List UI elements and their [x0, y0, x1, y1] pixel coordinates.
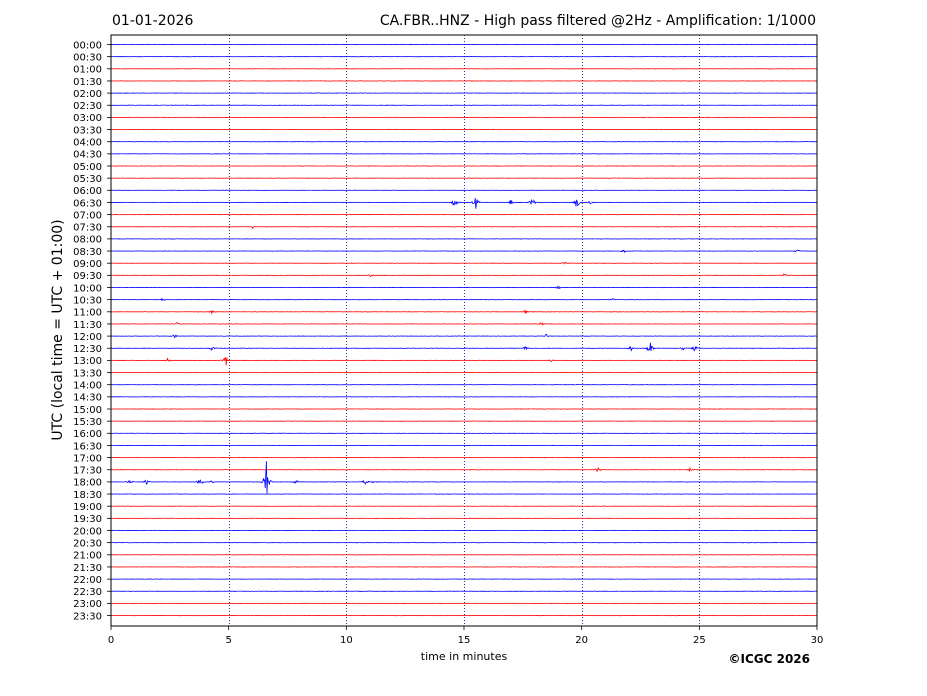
y-tick-label: 14:00 [73, 381, 102, 392]
y-axis-label: UTC (local time = UTC + 01:00) [50, 219, 66, 440]
chart-title: CA.FBR..HNZ - High pass filtered @2Hz - … [380, 13, 816, 29]
trace-line [110, 297, 817, 302]
y-tick-label: 23:30 [73, 611, 102, 622]
trace-line [110, 333, 817, 339]
x-axis-label: time in minutes [421, 650, 508, 663]
y-tick-label: 14:30 [73, 393, 102, 404]
y-tick-label: 11:30 [73, 320, 102, 331]
x-tick-label: 30 [811, 635, 824, 646]
copyright-label: ©ICGC 2026 [728, 652, 810, 666]
y-tick-label: 19:30 [73, 514, 102, 525]
y-tick-label: 15:30 [73, 417, 102, 428]
x-tick-label: 15 [458, 635, 471, 646]
y-tick-label: 05:00 [73, 162, 102, 173]
y-tick-label: 11:00 [73, 308, 102, 319]
y-tick-label: 12:00 [73, 332, 102, 343]
y-tick-label: 17:30 [73, 466, 102, 477]
y-tick-label: 16:00 [73, 429, 102, 440]
trace-line [110, 261, 817, 265]
y-tick-label: 15:00 [73, 405, 102, 416]
y-tick-label: 04:30 [73, 150, 102, 161]
y-tick-label: 01:00 [73, 65, 102, 76]
y-tick-label: 23:00 [73, 599, 102, 610]
vertical-gridlines [229, 35, 700, 626]
y-tick-label: 13:00 [73, 356, 102, 367]
y-tick-label: 07:00 [73, 210, 102, 221]
x-tick-label: 25 [693, 635, 706, 646]
trace-line [110, 466, 817, 473]
y-tick-label: 21:00 [73, 551, 102, 562]
y-tick-label: 02:00 [73, 89, 102, 100]
y-tick-label: 12:30 [73, 344, 102, 355]
y-tick-label: 08:00 [73, 235, 102, 246]
trace-line [110, 273, 817, 278]
seismic-traces [110, 43, 817, 617]
y-tick-label: 08:30 [73, 247, 102, 258]
y-tick-label: 20:30 [73, 538, 102, 549]
trace-line [110, 284, 817, 290]
trace-line [110, 321, 817, 326]
y-tick-label: 07:30 [73, 223, 102, 234]
trace-line [110, 249, 817, 253]
trace-line [110, 357, 817, 366]
y-tick-label: 18:00 [73, 478, 102, 489]
y-tick-label: 04:00 [73, 138, 102, 149]
y-tick-label: 03:30 [73, 125, 102, 136]
y-tick-label: 22:00 [73, 575, 102, 586]
y-tick-label: 00:00 [73, 40, 102, 51]
trace-line [110, 309, 817, 315]
x-tick-label: 20 [575, 635, 588, 646]
y-tick-label: 06:30 [73, 198, 102, 209]
trace-line [110, 197, 817, 209]
x-tick-labels: 0 5 10 15 20 25 30 [108, 626, 824, 646]
y-tick-label: 10:30 [73, 295, 102, 306]
y-tick-label: 10:00 [73, 283, 102, 294]
trace-line [110, 342, 817, 352]
x-tick-label: 10 [340, 635, 353, 646]
y-tick-label: 18:30 [73, 490, 102, 501]
y-tick-label: 17:00 [73, 453, 102, 464]
y-tick-label: 09:30 [73, 271, 102, 282]
y-tick-label: 09:00 [73, 259, 102, 270]
trace-line [110, 461, 817, 494]
y-tick-label: 19:00 [73, 502, 102, 513]
y-tick-label: 02:30 [73, 101, 102, 112]
y-tick-label: 00:30 [73, 52, 102, 63]
y-tick-label: 06:00 [73, 186, 102, 197]
y-tick-label: 05:30 [73, 174, 102, 185]
y-tick-label: 16:30 [73, 441, 102, 452]
y-tick-label: 21:30 [73, 563, 102, 574]
date-label: 01-01-2026 [112, 13, 193, 29]
y-tick-label: 22:30 [73, 587, 102, 598]
plot-frame [110, 34, 818, 627]
y-tick-label: 03:00 [73, 113, 102, 124]
x-tick-label: 5 [225, 635, 231, 646]
y-tick-label: 13:30 [73, 368, 102, 379]
trace-line [110, 225, 817, 230]
y-tick-label: 01:30 [73, 77, 102, 88]
y-tick-label: 20:00 [73, 526, 102, 537]
x-tick-label: 0 [108, 635, 114, 646]
